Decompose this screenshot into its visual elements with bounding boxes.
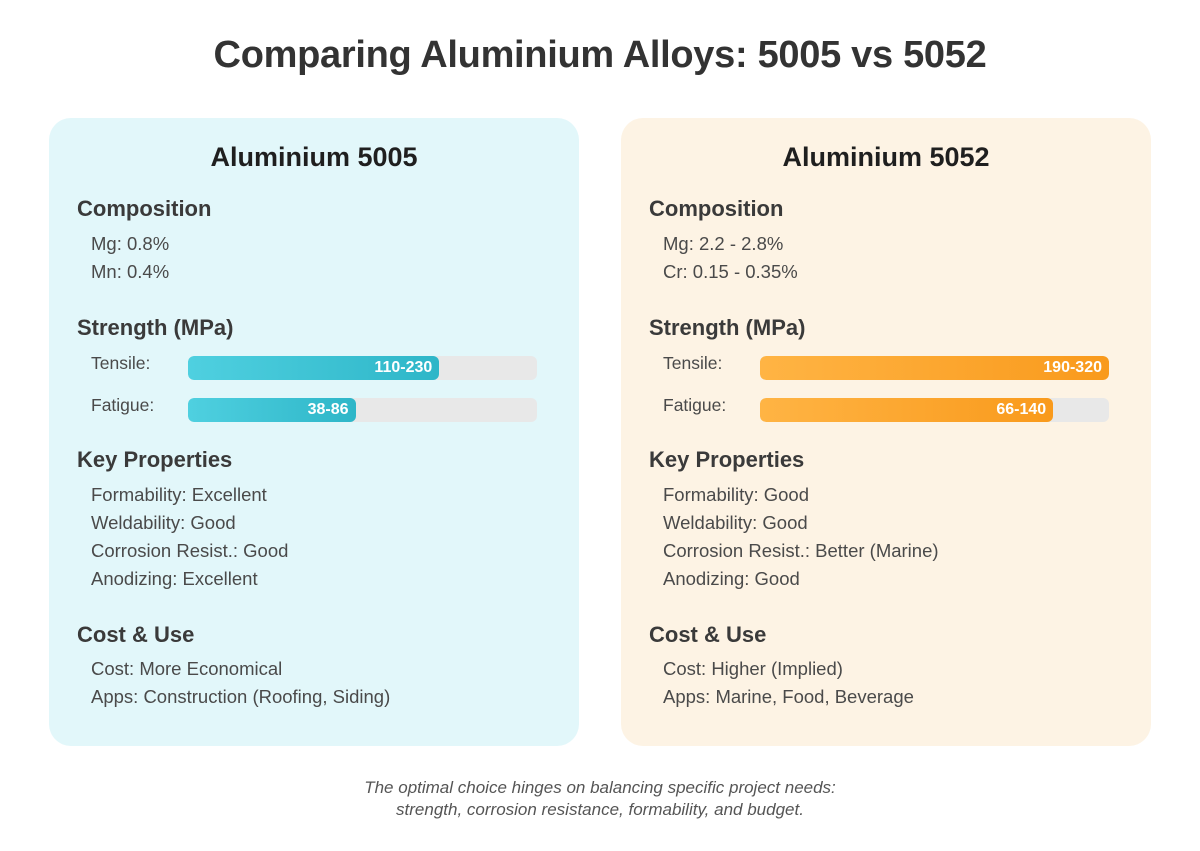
footer-line: strength, corrosion resistance, formabil…: [396, 800, 804, 819]
tensile-bar-value: 190-320: [1043, 359, 1102, 376]
property-item: Formability: Good: [663, 484, 809, 505]
cost-item: Apps: Construction (Roofing, Siding): [91, 686, 391, 707]
property-item: Weldability: Good: [91, 512, 236, 533]
composition-item: Mg: 2.2 - 2.8%: [663, 233, 784, 254]
card-title: Aluminium 5052: [782, 142, 990, 172]
alloy-card-5005: Aluminium 5005 Composition Mg: 0.8% Mn: …: [49, 118, 579, 746]
fatigue-bar-value: 66-140: [996, 401, 1047, 418]
cost-heading: Cost & Use: [77, 622, 195, 647]
alloy-card-5052: Aluminium 5052 Composition Mg: 2.2 - 2.8…: [621, 118, 1151, 746]
property-item: Corrosion Resist.: Better (Marine): [663, 540, 939, 561]
properties-heading: Key Properties: [77, 447, 233, 472]
composition-heading: Composition: [649, 196, 784, 221]
composition-heading: Composition: [77, 196, 212, 221]
composition-item: Mg: 0.8%: [91, 233, 170, 254]
property-item: Corrosion Resist.: Good: [91, 540, 289, 561]
cost-item: Cost: More Economical: [91, 658, 283, 679]
tensile-bar-track: 190-320: [760, 356, 1109, 380]
property-item: Anodizing: Good: [663, 568, 800, 589]
cost-heading: Cost & Use: [649, 622, 767, 647]
property-item: Formability: Excellent: [91, 484, 267, 505]
strength-heading: Strength (MPa): [649, 315, 806, 340]
strength-heading: Strength (MPa): [77, 315, 234, 340]
fatigue-bar-fill: 38-86: [188, 398, 356, 422]
fatigue-bar-track: 38-86: [188, 398, 537, 422]
property-item: Weldability: Good: [663, 512, 808, 533]
property-item: Anodizing: Excellent: [91, 568, 258, 589]
tensile-bar-fill: 190-320: [760, 356, 1109, 380]
tensile-bar-fill: 110-230: [188, 356, 440, 380]
page-title: Comparing Aluminium Alloys: 5005 vs 5052: [213, 34, 987, 76]
tensile-bar-track: 110-230: [188, 356, 537, 380]
properties-heading: Key Properties: [649, 447, 805, 472]
card-title: Aluminium 5005: [210, 142, 418, 172]
tensile-label: Tensile:: [663, 353, 723, 373]
fatigue-label: Fatigue:: [663, 395, 727, 415]
cost-item: Cost: Higher (Implied): [663, 658, 843, 679]
tensile-label: Tensile:: [91, 353, 151, 373]
fatigue-bar-track: 66-140: [760, 398, 1109, 422]
composition-item: Mn: 0.4%: [91, 261, 170, 282]
fatigue-bar-fill: 66-140: [760, 398, 1054, 422]
footer-line: The optimal choice hinges on balancing s…: [364, 778, 836, 797]
cost-item: Apps: Marine, Food, Beverage: [663, 686, 914, 707]
fatigue-bar-value: 38-86: [307, 401, 349, 418]
fatigue-label: Fatigue:: [91, 395, 155, 415]
tensile-bar-value: 110-230: [374, 359, 433, 376]
composition-item: Cr: 0.15 - 0.35%: [663, 261, 798, 282]
